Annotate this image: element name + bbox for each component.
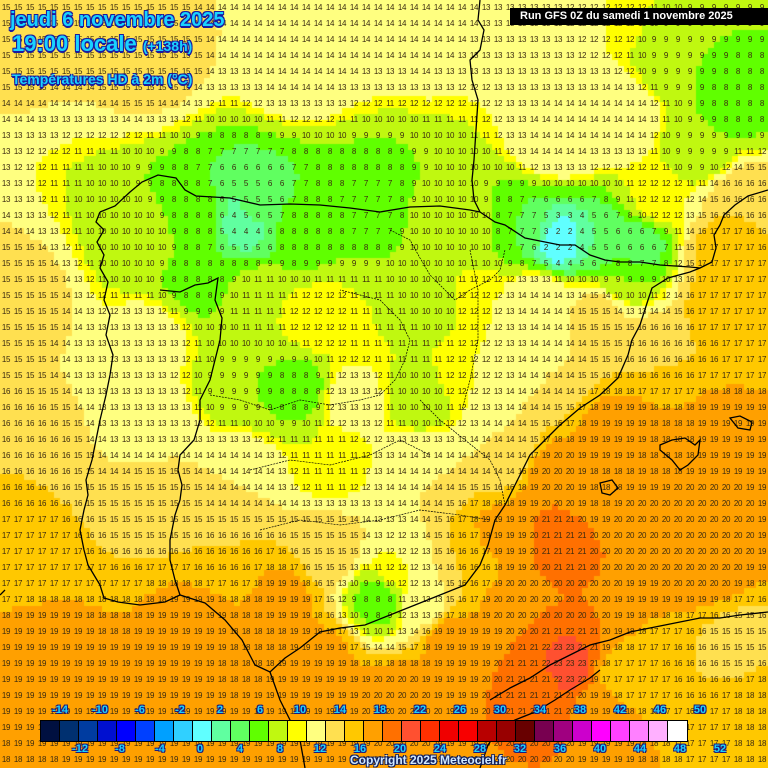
legend-swatch: [193, 721, 212, 741]
legend-swatch: [231, 721, 250, 741]
legend-swatch: [478, 721, 497, 741]
color-scale-legend: [40, 720, 688, 742]
legend-swatch: [326, 721, 345, 741]
legend-swatch: [79, 721, 98, 741]
legend-swatch: [136, 721, 155, 741]
legend-label-bottom: -8: [115, 743, 125, 755]
legend-swatch: [155, 721, 174, 741]
legend-swatch: [307, 721, 326, 741]
legend-swatch: [497, 721, 516, 741]
legend-label-bottom: 12: [313, 743, 327, 755]
legend-swatch: [668, 721, 687, 741]
legend-swatch: [649, 721, 668, 741]
legend-label-bottom: 40: [593, 743, 607, 755]
legend-swatch: [212, 721, 231, 741]
legend-swatch: [345, 721, 364, 741]
legend-label-top: 2: [216, 704, 224, 716]
legend-label-top: 18: [373, 704, 387, 716]
legend-label-top: 6: [256, 704, 264, 716]
legend-label-bottom: 4: [236, 743, 244, 755]
legend-label-top: 42: [613, 704, 627, 716]
legend-label-bottom: 16: [353, 743, 367, 755]
legend-label-bottom: 48: [673, 743, 687, 755]
legend-label-bottom: 52: [713, 743, 727, 755]
legend-swatch: [535, 721, 554, 741]
legend-label-top: 34: [533, 704, 547, 716]
legend-label-bottom: 28: [473, 743, 487, 755]
forecast-date: jeudi 6 novembre 2025: [10, 9, 225, 31]
legend-label-top: -2: [175, 704, 185, 716]
legend-swatch: [364, 721, 383, 741]
legend-label-top: -6: [135, 704, 145, 716]
legend-label-bottom: 32: [513, 743, 527, 755]
model-run-label: Run GFS 0Z du samedi 1 novembre 2025: [510, 8, 768, 25]
copyright: Copyright 2025 Meteociel.fr: [350, 753, 507, 767]
legend-label-bottom: 0: [196, 743, 204, 755]
legend-swatch: [421, 721, 440, 741]
legend-label-bottom: 8: [276, 743, 284, 755]
legend-label-bottom: 20: [393, 743, 407, 755]
legend-label-top: 10: [293, 704, 307, 716]
legend-swatch: [516, 721, 535, 741]
legend-swatch: [288, 721, 307, 741]
legend-label-bottom: 24: [433, 743, 447, 755]
legend-label-bottom: -4: [155, 743, 165, 755]
legend-label-top: -10: [92, 704, 108, 716]
legend-swatch: [41, 721, 60, 741]
legend-swatch: [611, 721, 630, 741]
legend-label-top: 50: [693, 704, 707, 716]
legend-label-top: 30: [493, 704, 507, 716]
legend-label-top: 38: [573, 704, 587, 716]
legend-label-top: 22: [413, 704, 427, 716]
legend-swatch: [630, 721, 649, 741]
legend-swatch: [592, 721, 611, 741]
variable-title: Températures HD à 2m (°C): [12, 71, 193, 87]
legend-label-bottom: 36: [553, 743, 567, 755]
legend-swatch: [459, 721, 478, 741]
legend-swatch: [174, 721, 193, 741]
forecast-time: 19:00 locale (+138h): [12, 31, 192, 57]
legend-swatch: [554, 721, 573, 741]
forecast-lead-time: (+138h): [142, 38, 193, 54]
legend-swatch: [250, 721, 269, 741]
legend-label-bottom: 44: [633, 743, 647, 755]
legend-label-top: 26: [453, 704, 467, 716]
legend-swatch: [269, 721, 288, 741]
legend-swatch: [98, 721, 117, 741]
legend-swatch: [117, 721, 136, 741]
legend-swatch: [383, 721, 402, 741]
legend-label-top: -14: [52, 704, 68, 716]
legend-label-top: 46: [653, 704, 667, 716]
legend-swatch: [440, 721, 459, 741]
legend-swatch: [573, 721, 592, 741]
legend-swatch: [60, 721, 79, 741]
forecast-time-label: 19:00 locale: [12, 31, 137, 56]
legend-swatch: [402, 721, 421, 741]
legend-label-top: 14: [333, 704, 347, 716]
legend-label-bottom: -12: [72, 743, 88, 755]
